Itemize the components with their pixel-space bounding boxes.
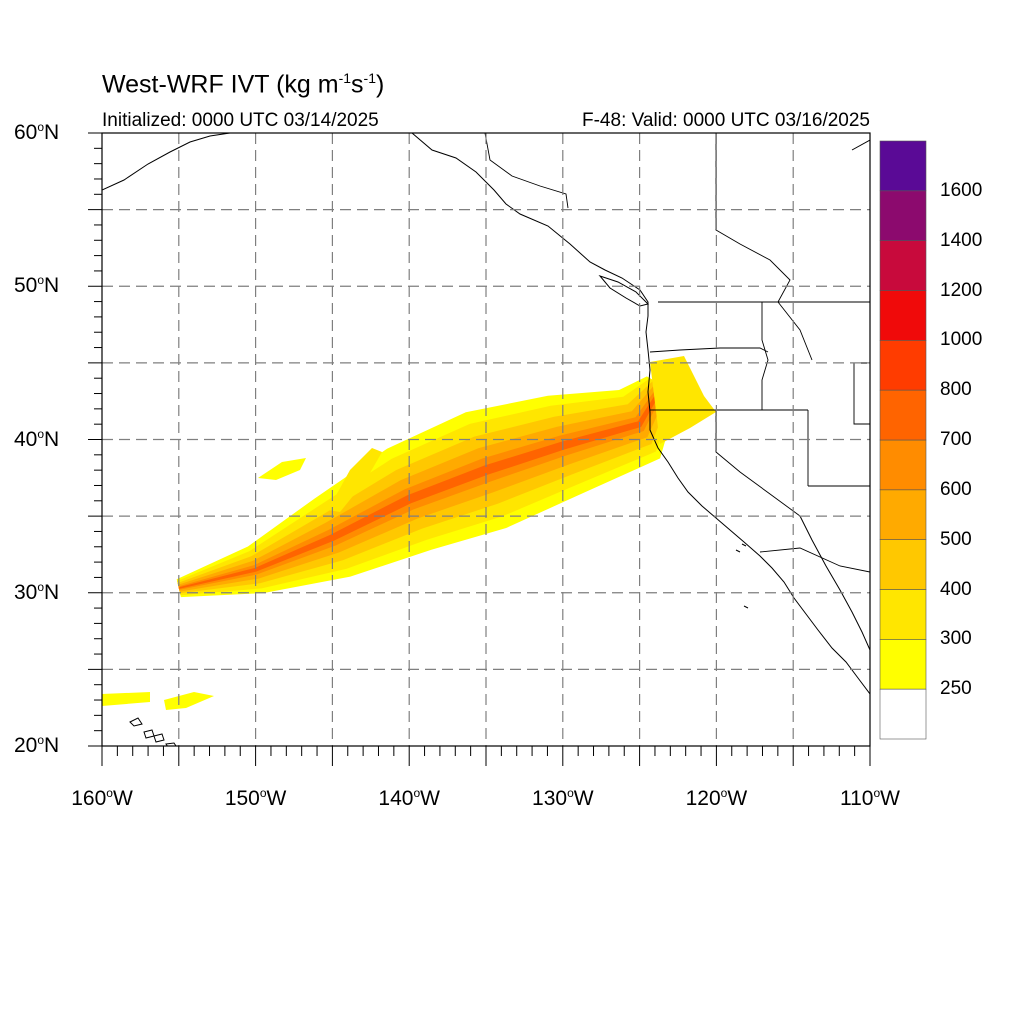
- lat-label-60: 60oN: [14, 120, 60, 144]
- valid-time: F-48: Valid: 0000 UTC 03/16/2025: [582, 110, 870, 131]
- colorbar-label-250: 250: [940, 678, 972, 700]
- ivt-filament: [258, 458, 306, 480]
- us-mexico-border: [759, 547, 870, 573]
- colorbar-label-1600: 1600: [940, 179, 983, 201]
- colorbar-swatch-1000: [879, 290, 927, 341]
- ivt-landfall: [650, 356, 716, 444]
- colorbar-swatch-300: [879, 589, 927, 640]
- lon-label-160: 160oW: [71, 786, 133, 810]
- chart-title: West-WRF IVT (kg m-1s-1): [102, 70, 385, 99]
- lat-label-30: 30oN: [14, 579, 60, 604]
- colorbar-label-400: 400: [940, 578, 972, 600]
- alaska-canada-border: [484, 133, 569, 209]
- wyoming-border: [853, 362, 870, 425]
- colorbar-label-800: 800: [940, 379, 972, 401]
- ivt-contour-600: [178, 384, 666, 590]
- colorbar-swatch-500: [879, 489, 927, 540]
- colorbar-swatch-800: [879, 339, 927, 391]
- nevada-border: [715, 410, 801, 517]
- alaska-coastline: [102, 133, 231, 191]
- channel-islands: [735, 543, 749, 609]
- lat-lon-grid: [102, 133, 870, 746]
- continental-divide: [715, 133, 813, 361]
- lon-label-140: 140oW: [378, 786, 440, 810]
- colorbar-swatch-below: [879, 688, 927, 740]
- ivt-filament: [328, 448, 382, 512]
- ivt-plume: [102, 356, 716, 710]
- colorbar-swatch-400: [879, 539, 927, 590]
- colorbar-label-1200: 1200: [940, 279, 983, 301]
- colorbar-label-500: 500: [940, 528, 972, 550]
- lon-label-120: 120oW: [685, 786, 748, 810]
- lat-label-50: 50oN: [14, 273, 60, 298]
- colorbar-label-600: 600: [940, 478, 972, 500]
- hawaii-islands: [129, 717, 177, 746]
- colorbar-label-300: 300: [940, 628, 972, 650]
- baja-coastline: [799, 515, 870, 651]
- initialized-time: Initialized: 0000 UTC 03/14/2025: [102, 110, 379, 131]
- colorbar-swatch-1400: [879, 190, 927, 241]
- axis-ticks: [88, 132, 871, 766]
- idaho-border: [761, 302, 769, 410]
- colorbar-label-700: 700: [940, 429, 972, 450]
- colorbar-swatch-700: [879, 389, 927, 441]
- colorbar-swatch-600: [879, 439, 927, 491]
- hudson-coast-east: [851, 139, 870, 151]
- colorbar: [879, 140, 927, 740]
- lon-label-110: 110oW: [840, 786, 900, 810]
- colorbar-swatch-1600: [879, 140, 927, 192]
- oregon-washington-border: [649, 347, 769, 353]
- lon-label-150: 150oW: [224, 786, 287, 810]
- ivt-filament: [102, 692, 214, 710]
- lat-label-20: 20oN: [14, 733, 60, 757]
- colorbar-swatch-250: [879, 638, 927, 690]
- lat-label-40: 40oN: [14, 426, 60, 451]
- vancouver-island: [598, 274, 649, 307]
- lon-label-130: 130oW: [532, 786, 594, 810]
- colorbar-label-1000: 1000: [940, 329, 983, 351]
- colorbar-label-1400: 1400: [940, 229, 983, 251]
- colorbar-swatch-1200: [879, 240, 927, 291]
